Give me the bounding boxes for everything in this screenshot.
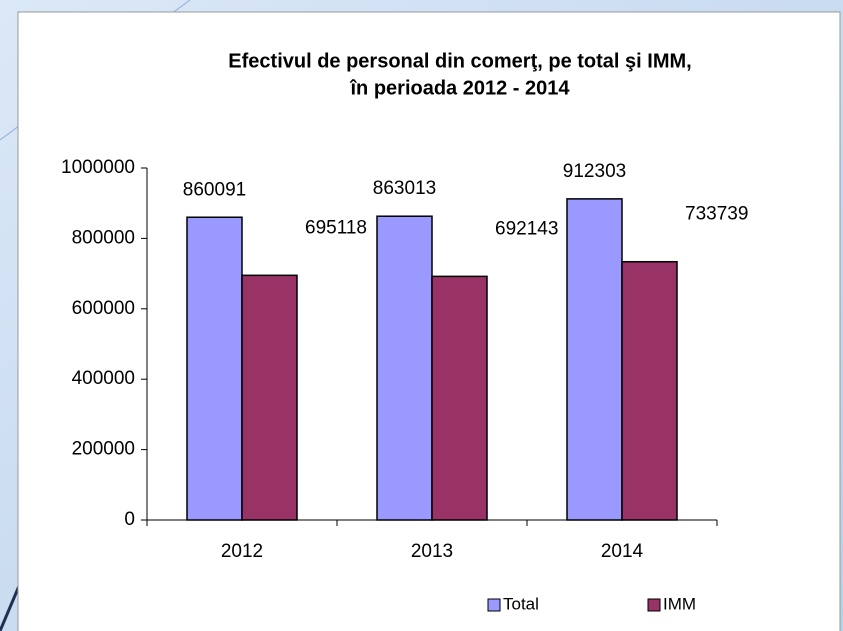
chart: Efectivul de personal din comerţ, pe tot… <box>61 50 748 613</box>
bar <box>621 260 678 521</box>
bar <box>431 275 488 521</box>
legend-label: Total <box>503 594 539 613</box>
y-tick-label: 800000 <box>72 227 135 248</box>
x-tick-label: 2013 <box>411 541 453 562</box>
data-label: 860091 <box>183 179 246 200</box>
bar <box>241 274 298 521</box>
y-tick-label: 600000 <box>72 298 135 319</box>
y-tick-label: 0 <box>124 509 135 530</box>
legend-swatch <box>487 598 501 612</box>
x-tick-label: 2014 <box>601 541 644 562</box>
x-tick-label: 2012 <box>221 541 263 562</box>
data-label: 692143 <box>495 218 558 239</box>
bar <box>376 215 433 521</box>
y-tick-label: 400000 <box>72 368 135 389</box>
data-label: 912303 <box>563 161 626 182</box>
y-tick-label: 200000 <box>72 439 135 460</box>
data-label: 733739 <box>685 204 748 225</box>
data-label: 695118 <box>305 217 367 238</box>
legend-label: IMM <box>663 594 696 613</box>
bar <box>186 216 243 521</box>
chart-title: în perioada 2012 - 2014 <box>349 77 570 99</box>
y-tick-label: 1000000 <box>61 157 135 178</box>
bar <box>566 198 623 521</box>
chart-title: Efectivul de personal din comerţ, pe tot… <box>228 50 691 72</box>
legend-swatch <box>647 598 661 612</box>
data-label: 863013 <box>373 178 436 199</box>
